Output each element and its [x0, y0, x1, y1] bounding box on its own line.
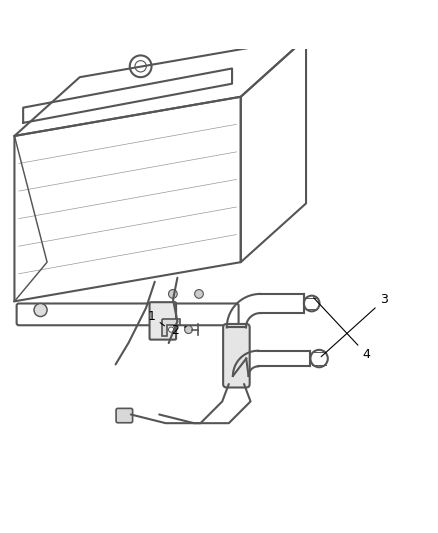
PathPatch shape: [162, 319, 180, 336]
Text: 4: 4: [314, 298, 371, 361]
FancyBboxPatch shape: [116, 408, 133, 423]
Text: 2: 2: [171, 324, 186, 337]
FancyBboxPatch shape: [149, 302, 176, 340]
Circle shape: [169, 289, 177, 298]
Text: 1: 1: [147, 310, 165, 326]
FancyBboxPatch shape: [223, 324, 250, 387]
Circle shape: [34, 303, 47, 317]
Text: 3: 3: [321, 294, 388, 357]
Circle shape: [169, 327, 174, 332]
Circle shape: [185, 326, 192, 334]
Circle shape: [194, 289, 203, 298]
